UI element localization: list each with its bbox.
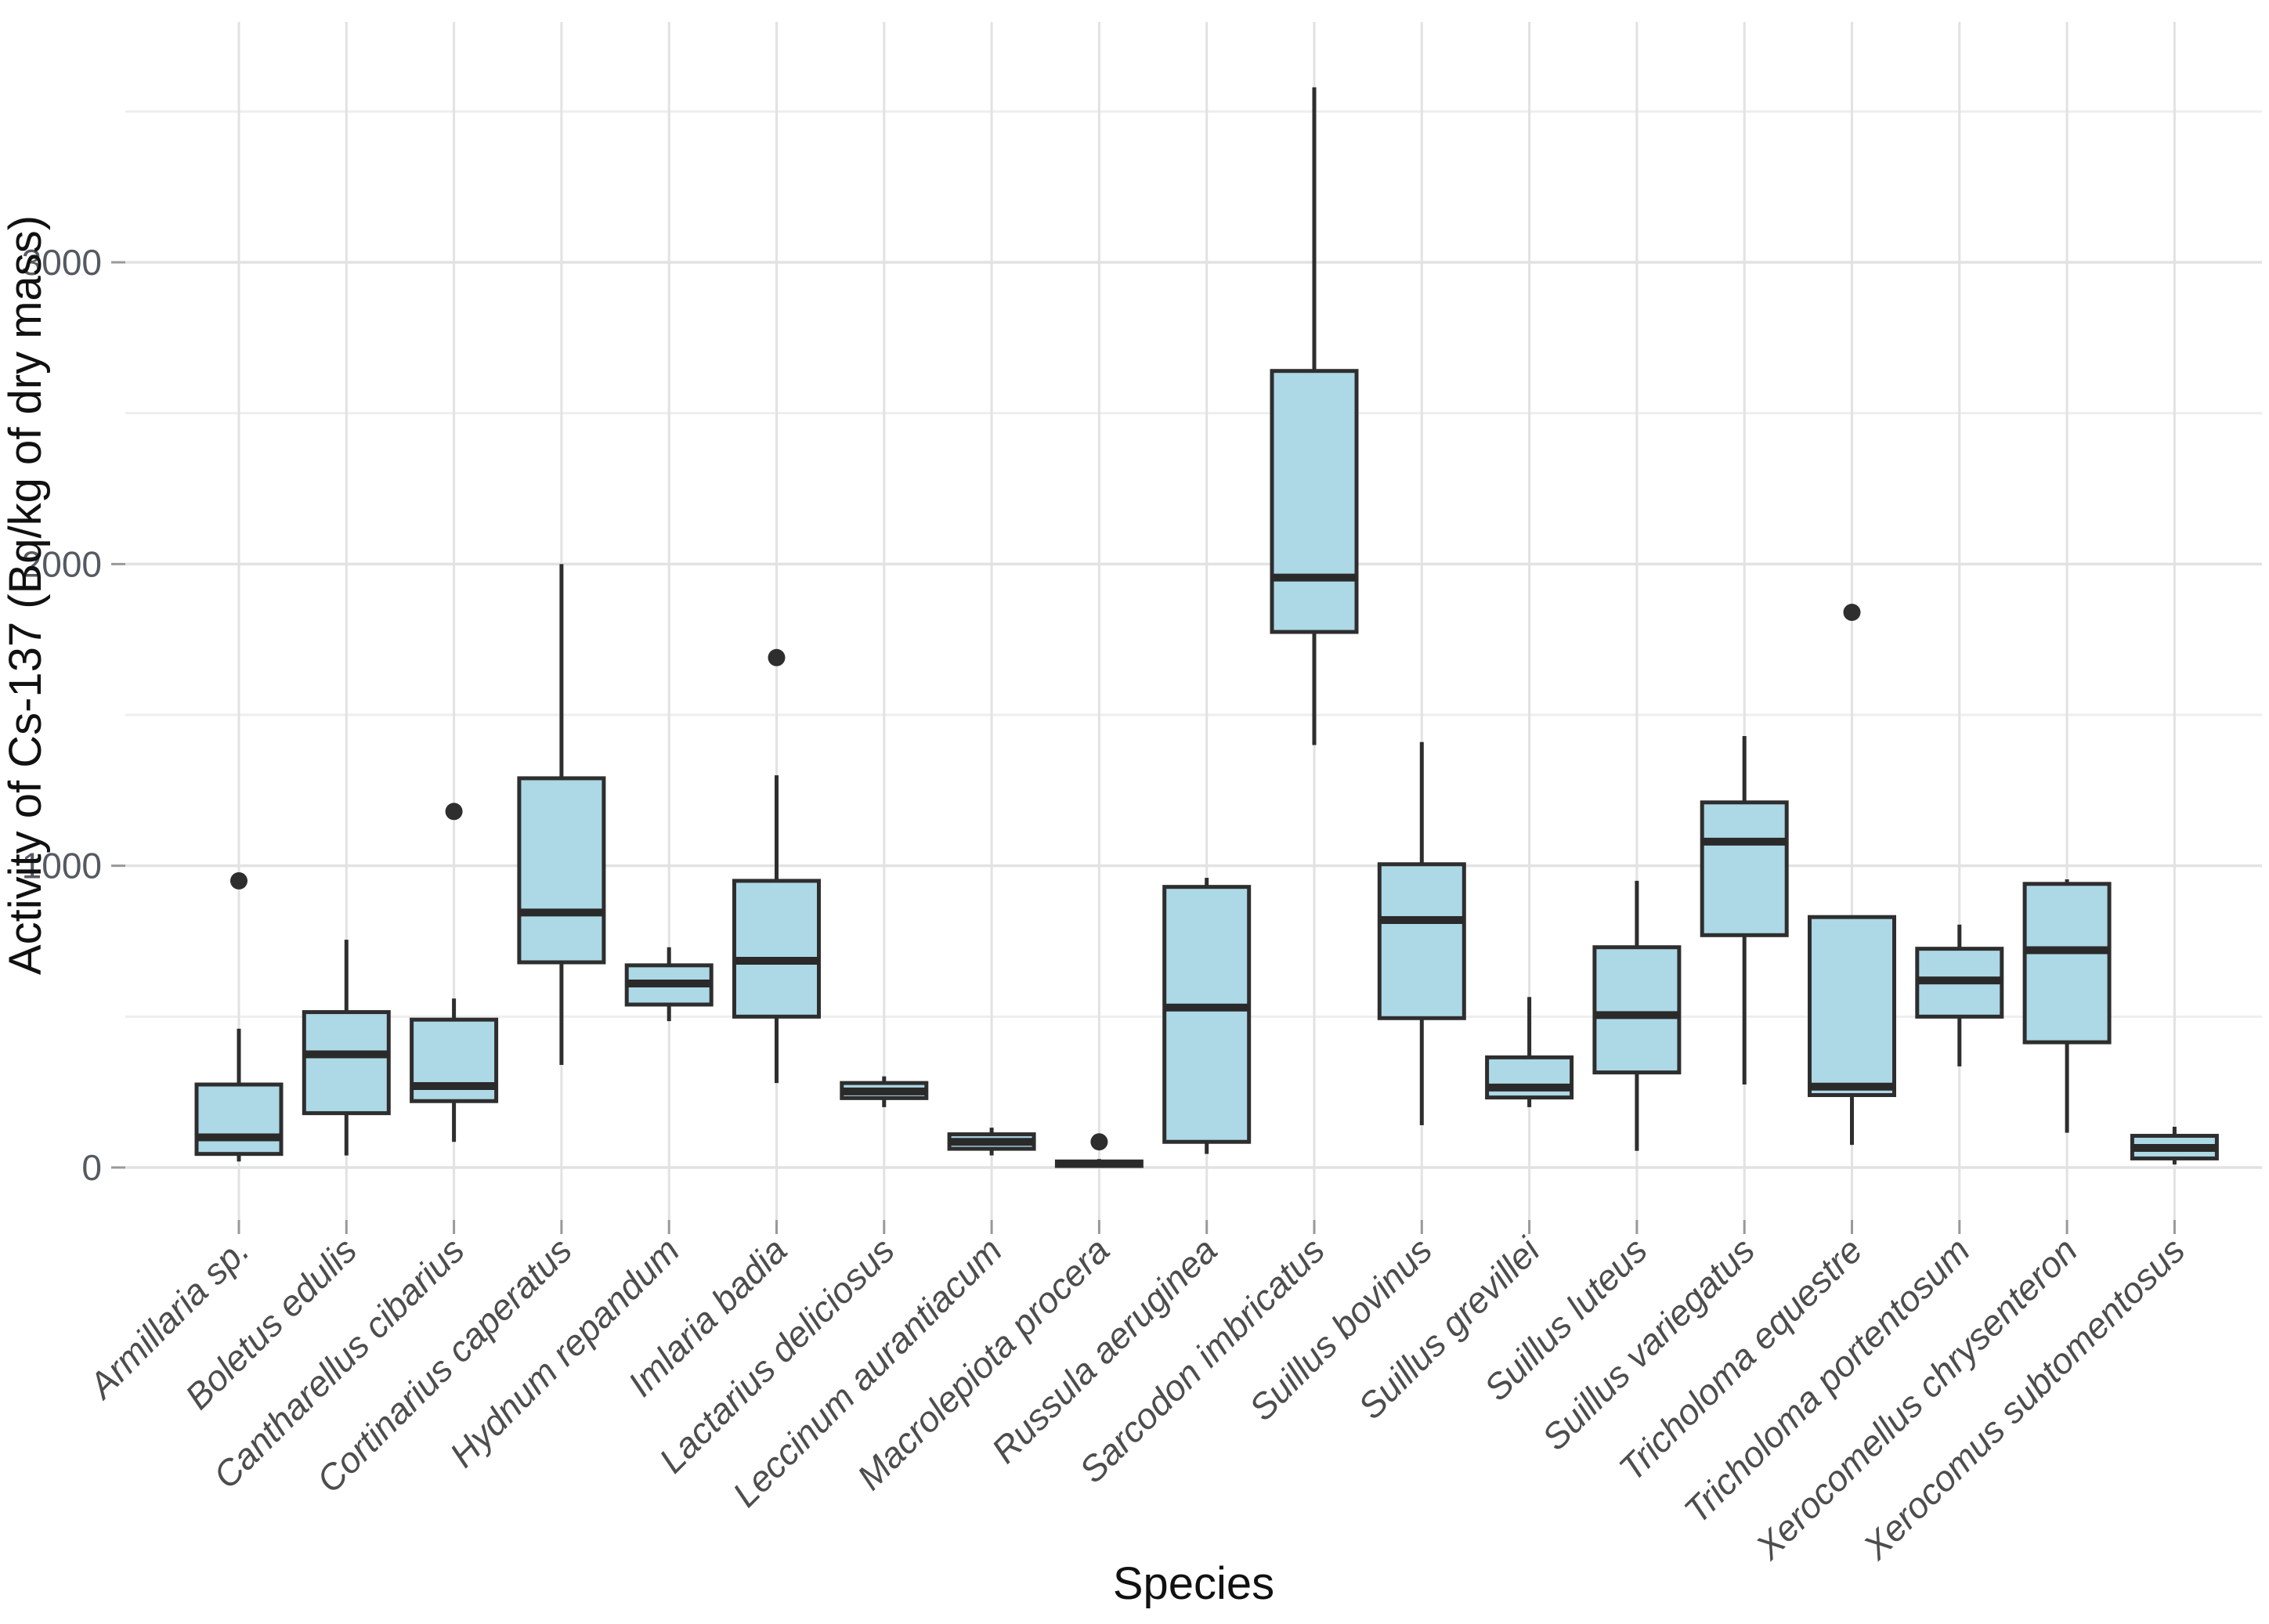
- x-tick-label: Suillus bovinus: [1241, 1229, 1440, 1428]
- iqr-box: [194, 1082, 284, 1157]
- tick-layer: [111, 261, 2176, 1234]
- iqr-box: [517, 776, 606, 965]
- y-tick-label: 0: [81, 1147, 102, 1188]
- boxplot-boletus-edulis: [302, 940, 391, 1156]
- boxplot-suillus-luteus: [1592, 880, 1682, 1151]
- boxplot-tricholoma-portentosum: [1915, 924, 2004, 1066]
- y-axis-title: Activity of Cs-137 (Bq/kg of dry mass): [0, 215, 51, 975]
- boxplot-macrolepiota-procera: [1054, 1133, 1144, 1168]
- boxplot-russula-aeruginea: [1162, 878, 1252, 1154]
- boxplot-leccinum-aurantiacum: [947, 1128, 1036, 1156]
- iqr-box: [1700, 800, 1789, 937]
- boxplot-xerocomus-subtomentosus: [2130, 1126, 2219, 1165]
- iqr-box: [1808, 915, 1896, 1098]
- iqr-box: [1270, 369, 1359, 634]
- y-tick-label: 2000: [22, 543, 102, 584]
- box-layer: [194, 87, 2219, 1168]
- boxplot-tricholoma-equestre: [1808, 603, 1896, 1146]
- boxplot-cortinarius-caperatus: [517, 564, 606, 1065]
- boxplot-sarcodon-imbricatus: [1270, 87, 1359, 745]
- boxplot-xerocomellus-chrysenteron: [2022, 879, 2112, 1133]
- boxplot-cantharellus-cibarius: [410, 803, 499, 1142]
- outlier-dot: [230, 872, 247, 890]
- boxplot-suillus-grevillei: [1485, 997, 1574, 1107]
- outlier-dot: [1843, 603, 1861, 621]
- iqr-box: [2022, 882, 2112, 1045]
- x-axis-title: Species: [1113, 1558, 1274, 1609]
- boxplot-suillus-bovinus: [1377, 742, 1466, 1126]
- boxplot-hydnum-repandum: [624, 947, 714, 1022]
- iqr-box: [732, 879, 821, 1019]
- iqr-box: [302, 1010, 391, 1116]
- iqr-box: [1377, 862, 1466, 1020]
- iqr-box: [1592, 945, 1682, 1075]
- boxplot-imlaria-badia: [732, 648, 821, 1084]
- iqr-box: [1485, 1055, 1574, 1100]
- boxplot-armillaria-sp: [194, 872, 284, 1162]
- y-tick-label: 3000: [22, 242, 102, 283]
- y-tick-label: 1000: [22, 846, 102, 886]
- outlier-dot: [768, 648, 786, 666]
- x-tick-label: Suillus grevillei: [1350, 1229, 1548, 1427]
- outlier-dot: [1090, 1133, 1108, 1151]
- boxplot-suillus-variegatus: [1700, 735, 1789, 1085]
- boxplot-lactarius-deliciosus: [840, 1076, 929, 1107]
- outlier-dot: [445, 803, 463, 821]
- iqr-box: [1162, 885, 1252, 1144]
